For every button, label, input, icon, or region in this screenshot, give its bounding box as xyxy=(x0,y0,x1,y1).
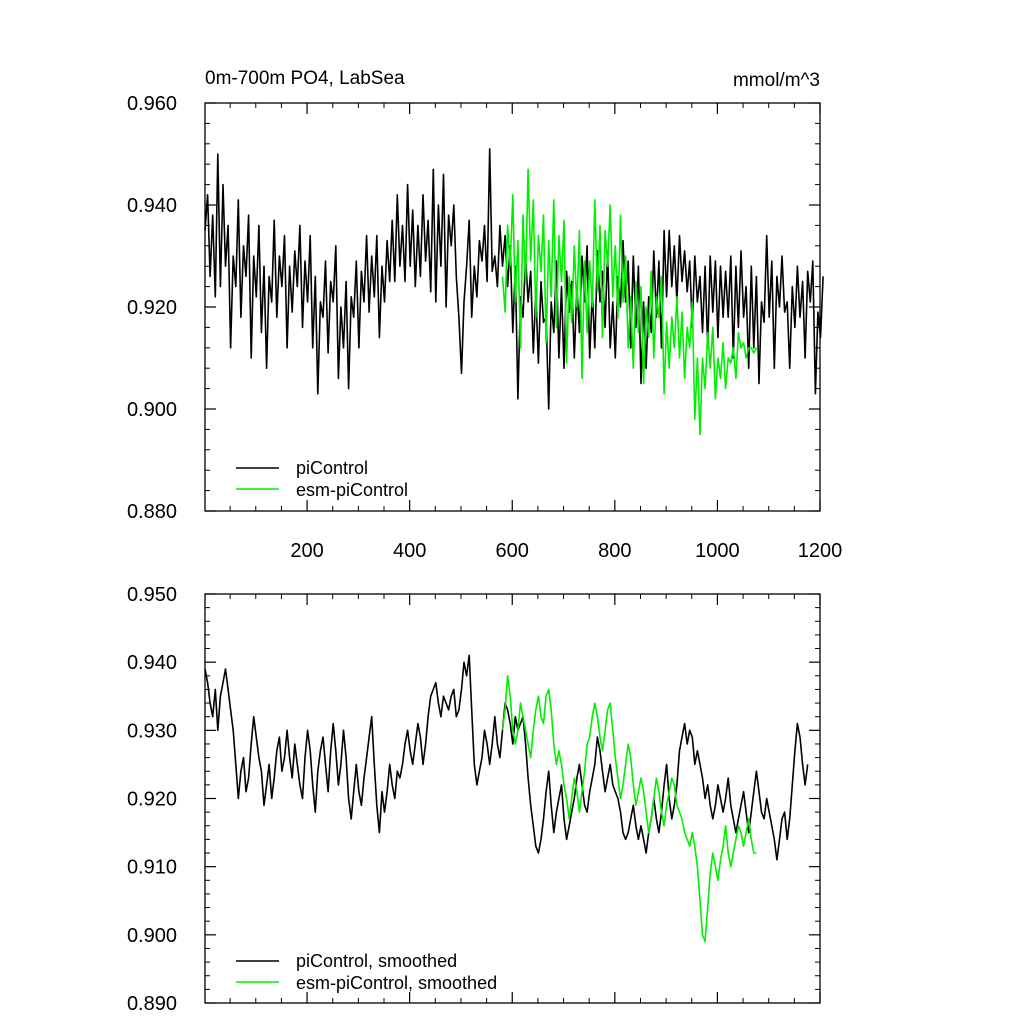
legend-label-esm-picontrol-smoothed: esm-piControl, smoothed xyxy=(296,973,497,993)
series-line-esm-picontrol xyxy=(501,168,758,436)
y-tick-label: 0.920 xyxy=(127,789,177,811)
y-tick-label: 0.900 xyxy=(127,399,177,421)
panel-top-title: 0m-700m PO4, LabSea xyxy=(205,68,405,89)
x-tick-label: 200 xyxy=(290,540,323,562)
y-tick-label: 0.910 xyxy=(127,857,177,879)
y-tick-label: 0.940 xyxy=(127,195,177,217)
panel-bottom-ticks: 0.890 0.900 0.910 0.920 0.930 0.940 0.950 xyxy=(127,584,821,1015)
series-line-picontrol-smoothed xyxy=(204,654,809,861)
y-tick-label: 0.960 xyxy=(127,93,177,115)
panel-bottom: 0.890 0.900 0.910 0.920 0.930 0.940 0.950 piCo… xyxy=(127,584,821,1015)
panel-top-series xyxy=(204,148,824,436)
panel-bottom-frame xyxy=(204,593,821,1004)
panel-bottom-legend: piControl, smoothed esm-piControl, smoot… xyxy=(236,951,497,993)
legend-label-picontrol: piControl xyxy=(296,458,368,478)
panel-top: 0m-700m PO4, LabSea mmol/m^3 0.880 0.900 0… xyxy=(127,68,842,562)
y-tick-label: 0.880 xyxy=(127,501,177,523)
y-tick-label: 0.940 xyxy=(127,652,177,674)
x-tick-label: 600 xyxy=(496,540,529,562)
series-line-esm-picontrol-smoothed xyxy=(501,674,757,943)
y-tick-label: 0.890 xyxy=(127,993,177,1015)
legend-label-picontrol-smoothed: piControl, smoothed xyxy=(296,951,457,971)
y-tick-label: 0.950 xyxy=(127,584,177,606)
x-tick-label: 1000 xyxy=(695,540,740,562)
y-tick-label: 0.920 xyxy=(127,297,177,319)
panel-top-legend: piControl esm-piControl xyxy=(236,458,408,500)
panel-top-units: mmol/m^3 xyxy=(733,70,820,91)
panel-bottom-series xyxy=(204,654,809,943)
x-tick-label: 400 xyxy=(393,540,426,562)
series-line-picontrol xyxy=(204,148,824,410)
y-tick-label: 0.930 xyxy=(127,720,177,742)
x-tick-label: 800 xyxy=(598,540,631,562)
panel-top-frame xyxy=(204,102,821,512)
y-tick-label: 0.900 xyxy=(127,925,177,947)
legend-label-esm-picontrol: esm-piControl xyxy=(296,480,408,500)
x-tick-label: 1200 xyxy=(798,540,843,562)
